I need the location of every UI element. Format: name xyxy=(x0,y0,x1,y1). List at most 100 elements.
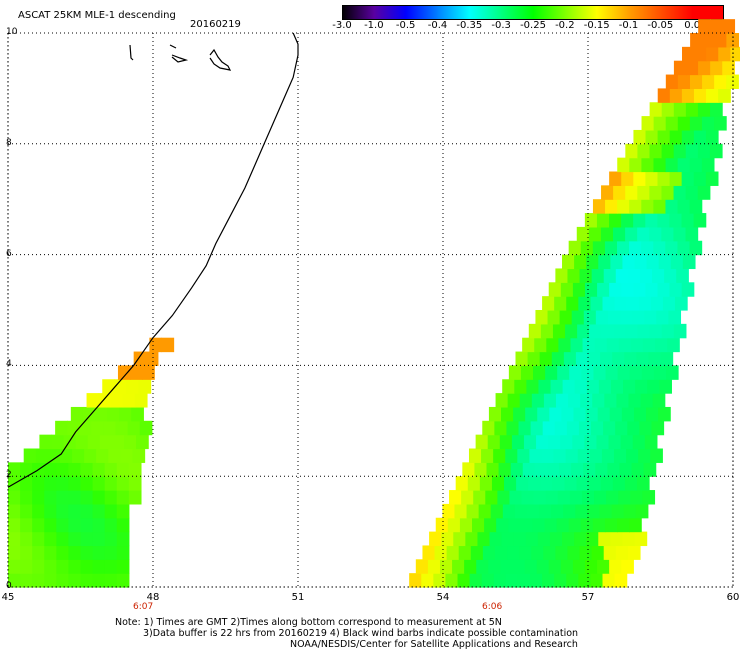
y-tick-label: 4 xyxy=(6,359,12,370)
wind-cell xyxy=(701,116,715,131)
wind-cell xyxy=(517,448,530,463)
wind-cell xyxy=(640,393,654,408)
wind-cell xyxy=(32,545,45,560)
wind-cell xyxy=(519,545,532,560)
wind-cell xyxy=(647,379,660,394)
wind-cell xyxy=(617,517,630,533)
wind-cell xyxy=(622,531,636,547)
wind-cell xyxy=(99,434,113,450)
wind-cell xyxy=(484,517,497,533)
island xyxy=(129,44,134,61)
wind-cell xyxy=(589,448,603,463)
wind-cell xyxy=(502,379,515,394)
wind-cell xyxy=(657,88,671,103)
wind-cell xyxy=(75,434,89,450)
wind-cell xyxy=(577,448,591,463)
wind-cell xyxy=(59,448,73,463)
wind-cell xyxy=(669,171,683,186)
wind-cell xyxy=(111,434,125,450)
wind-cell xyxy=(705,129,719,145)
wind-cell xyxy=(673,323,687,339)
wind-cell xyxy=(44,573,57,588)
wind-cell xyxy=(566,573,579,588)
wind-cell xyxy=(641,199,654,214)
wind-cell xyxy=(604,517,618,533)
wind-cell xyxy=(627,545,641,560)
wind-cell xyxy=(563,351,577,366)
wind-cell xyxy=(131,406,144,422)
wind-cell xyxy=(637,226,650,242)
wind-cell xyxy=(551,351,565,366)
wind-cell xyxy=(689,240,703,256)
wind-cell xyxy=(621,282,634,297)
wind-cell xyxy=(584,213,598,228)
wind-cell xyxy=(92,531,106,547)
wind-cell xyxy=(528,323,542,339)
wind-cell xyxy=(32,476,45,491)
wind-cell xyxy=(575,503,588,519)
wind-cell xyxy=(485,490,498,505)
wind-cell xyxy=(506,420,520,436)
colorbar-tick-label: -0.35 xyxy=(456,20,483,31)
wind-cell xyxy=(505,573,519,588)
wind-cell xyxy=(661,323,675,339)
wind-cell xyxy=(547,310,561,325)
wind-cell xyxy=(435,517,449,533)
wind-cell xyxy=(641,240,654,256)
wind-cell xyxy=(563,503,576,519)
wind-cell xyxy=(128,462,142,477)
x-tick-label: 48 xyxy=(146,592,160,603)
wind-cell xyxy=(526,503,540,519)
wind-cell xyxy=(32,490,45,505)
wind-cell xyxy=(629,199,642,214)
wind-cell xyxy=(560,559,574,574)
wind-cell xyxy=(604,240,618,256)
wind-cell xyxy=(32,517,45,533)
wind-cell xyxy=(577,323,590,339)
wind-cell xyxy=(637,323,651,339)
wind-cell xyxy=(682,46,695,62)
wind-cell xyxy=(622,254,636,270)
wind-cell xyxy=(685,143,699,159)
wind-cell xyxy=(509,490,523,505)
wind-cell xyxy=(8,559,21,574)
wind-cell xyxy=(534,462,548,477)
wind-cell xyxy=(594,490,607,505)
wind-cell xyxy=(104,490,118,505)
wind-cell xyxy=(110,393,124,408)
wind-cell xyxy=(644,310,657,325)
wind-cell xyxy=(482,545,496,560)
colorbar-segment xyxy=(342,5,375,20)
wind-cell xyxy=(570,337,584,353)
wind-cell xyxy=(104,503,118,519)
wind-cell xyxy=(566,420,580,436)
wind-cell xyxy=(590,296,604,311)
wind-cell xyxy=(586,254,599,270)
wind-cell xyxy=(657,129,671,145)
wind-cell xyxy=(20,503,33,519)
wind-cell xyxy=(554,296,567,311)
wind-cell xyxy=(530,420,544,436)
wind-cell xyxy=(597,406,611,422)
colorbar-segment xyxy=(596,5,629,20)
wind-cell xyxy=(657,213,671,228)
wind-cell xyxy=(595,462,608,477)
wind-cell xyxy=(660,351,674,366)
wind-cell xyxy=(633,406,647,422)
wind-cell xyxy=(607,310,621,325)
wind-cell xyxy=(80,503,94,519)
wind-cell xyxy=(415,559,429,574)
wind-cell xyxy=(609,406,623,422)
wind-cell xyxy=(68,503,82,519)
wind-cell xyxy=(634,254,648,270)
wind-cell xyxy=(629,157,643,173)
wind-cell xyxy=(641,116,655,131)
wind-cell xyxy=(478,503,492,519)
wind-cell xyxy=(607,462,621,477)
wind-cell xyxy=(587,503,601,519)
wind-cell xyxy=(625,143,639,159)
wind-cell xyxy=(529,448,543,463)
wind-cell xyxy=(20,559,33,574)
wind-cell xyxy=(625,323,639,339)
wind-cell xyxy=(574,531,587,547)
